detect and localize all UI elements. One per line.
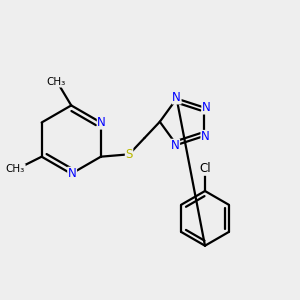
Text: N: N: [172, 91, 181, 104]
Text: N: N: [98, 116, 106, 129]
Text: CH₃: CH₃: [46, 77, 65, 87]
Text: N: N: [171, 139, 179, 152]
Text: S: S: [125, 148, 133, 161]
Text: N: N: [68, 167, 76, 180]
Text: N: N: [201, 130, 210, 143]
Text: Cl: Cl: [199, 162, 211, 175]
Text: CH₃: CH₃: [6, 164, 25, 175]
Text: N: N: [202, 101, 211, 114]
